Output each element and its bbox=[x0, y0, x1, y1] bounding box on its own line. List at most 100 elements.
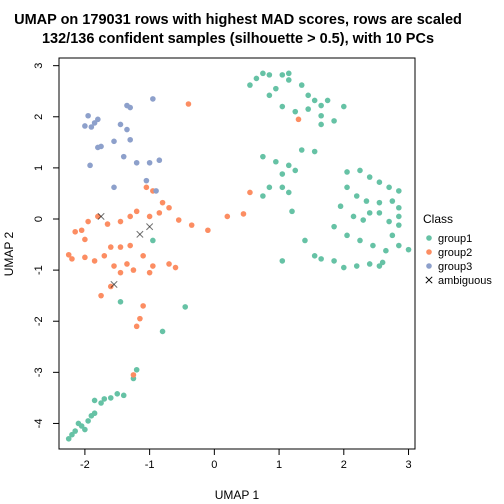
point-group1 bbox=[69, 431, 75, 438]
point-group1 bbox=[101, 396, 108, 402]
point-group1 bbox=[337, 203, 344, 210]
point-group1 bbox=[383, 247, 389, 254]
point-group3 bbox=[156, 157, 163, 164]
y-tick-label: 3 bbox=[33, 63, 45, 69]
point-group1 bbox=[386, 184, 392, 191]
point-group1 bbox=[285, 77, 292, 83]
point-group1 bbox=[266, 72, 273, 78]
point-group1 bbox=[273, 85, 279, 92]
point-group3 bbox=[127, 104, 133, 111]
point-group1 bbox=[298, 147, 305, 153]
point-group1 bbox=[311, 97, 318, 104]
y-tick-label: -2 bbox=[33, 316, 45, 326]
y-tick-label: -1 bbox=[33, 265, 45, 275]
point-group1 bbox=[289, 208, 295, 215]
point-group2 bbox=[185, 101, 192, 107]
point-group2 bbox=[72, 228, 78, 235]
point-ambiguous bbox=[146, 223, 154, 231]
x-tick-label: 3 bbox=[405, 459, 411, 471]
point-group2 bbox=[130, 267, 137, 273]
point-group2 bbox=[140, 303, 146, 309]
plot-frame bbox=[58, 57, 416, 450]
point-group2 bbox=[140, 253, 146, 259]
x-tick-label: -2 bbox=[80, 459, 90, 471]
point-group1 bbox=[159, 328, 166, 335]
point-group2 bbox=[107, 283, 114, 290]
point-group1 bbox=[285, 189, 292, 196]
y-tick-label: 2 bbox=[33, 114, 45, 120]
point-group1 bbox=[279, 258, 286, 264]
point-group1 bbox=[389, 232, 396, 239]
y-tick-label: -4 bbox=[33, 419, 45, 429]
legend-marker bbox=[426, 235, 432, 241]
point-group1 bbox=[247, 82, 253, 88]
point-group1 bbox=[91, 397, 98, 404]
point-group1 bbox=[260, 153, 266, 160]
point-group2 bbox=[175, 217, 182, 223]
point-group1 bbox=[366, 261, 373, 267]
point-group1 bbox=[396, 204, 402, 211]
x-axis: -2 -1 0 1 2 3 bbox=[80, 448, 412, 471]
point-group1 bbox=[260, 193, 266, 199]
point-group1 bbox=[305, 106, 312, 112]
point-group2 bbox=[127, 242, 133, 249]
point-group1 bbox=[331, 258, 337, 264]
point-group2 bbox=[240, 211, 247, 217]
point-group1 bbox=[266, 92, 273, 99]
point-group1 bbox=[285, 162, 292, 169]
point-group1 bbox=[298, 82, 305, 88]
point-group2 bbox=[117, 269, 124, 276]
point-group2 bbox=[146, 269, 153, 276]
point-group1 bbox=[344, 232, 350, 239]
point-group1 bbox=[405, 246, 412, 253]
point-group2 bbox=[224, 213, 231, 220]
point-group1 bbox=[182, 304, 189, 310]
point-group2 bbox=[247, 189, 253, 196]
point-group2 bbox=[133, 208, 140, 215]
y-axis-label: UMAP 2 bbox=[2, 231, 16, 276]
point-group1 bbox=[72, 428, 78, 434]
point-group1 bbox=[260, 70, 266, 77]
point-group2 bbox=[69, 256, 75, 262]
point-group2 bbox=[82, 236, 88, 243]
point-group2 bbox=[117, 218, 124, 225]
point-group2 bbox=[166, 261, 172, 267]
point-group3 bbox=[85, 112, 91, 119]
point-group1 bbox=[379, 259, 386, 266]
point-group1 bbox=[396, 242, 402, 249]
point-ambiguous bbox=[110, 280, 118, 288]
point-group1 bbox=[331, 223, 337, 230]
point-group1 bbox=[82, 426, 88, 433]
y-tick-label: -3 bbox=[33, 367, 45, 377]
point-group2 bbox=[172, 264, 179, 271]
point-group1 bbox=[107, 395, 114, 401]
point-group1 bbox=[273, 158, 279, 165]
point-group1 bbox=[324, 97, 331, 104]
point-ambiguous bbox=[136, 230, 144, 238]
legend-entry-ambiguous: ambiguous bbox=[425, 275, 492, 287]
point-group3 bbox=[91, 120, 98, 126]
legend-entry-group3: group3 bbox=[426, 261, 472, 273]
point-group2 bbox=[150, 263, 156, 269]
point-group3 bbox=[87, 162, 93, 169]
point-group2 bbox=[98, 292, 104, 299]
point-group1 bbox=[363, 198, 370, 204]
point-group3 bbox=[111, 138, 117, 145]
point-group1 bbox=[344, 184, 350, 191]
point-group2 bbox=[127, 213, 133, 220]
point-group2 bbox=[85, 218, 91, 225]
point-group1 bbox=[357, 167, 363, 174]
point-group2 bbox=[91, 258, 98, 264]
chart-title: UMAP on 179031 rows with highest MAD sco… bbox=[14, 12, 462, 28]
point-group2 bbox=[143, 184, 150, 191]
point-group1 bbox=[370, 242, 376, 249]
point-group1 bbox=[78, 423, 85, 429]
point-group1 bbox=[357, 237, 363, 244]
point-group1 bbox=[88, 412, 95, 419]
point-group1 bbox=[318, 102, 324, 109]
point-group1 bbox=[389, 198, 396, 204]
point-group1 bbox=[65, 435, 72, 442]
y-tick-label: 0 bbox=[33, 216, 45, 222]
point-group1 bbox=[85, 418, 91, 424]
